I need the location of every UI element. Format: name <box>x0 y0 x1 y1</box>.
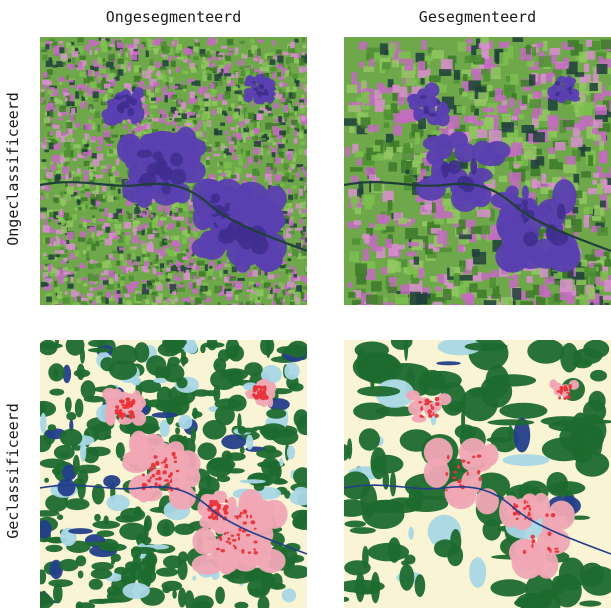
image-segmented-classified <box>344 340 611 608</box>
row-header-classified: Geclassificeerd <box>4 403 22 539</box>
column-header-unsegmented: Ongesegmenteerd <box>105 8 242 26</box>
image-unsegmented-unclassified <box>40 37 307 305</box>
image-segmented-unclassified <box>344 37 611 305</box>
column-header-segmented: Gesegmenteerd <box>418 8 537 26</box>
row-header-unclassified: Ongeclassificeerd <box>4 92 22 246</box>
image-unsegmented-classified <box>40 340 307 608</box>
